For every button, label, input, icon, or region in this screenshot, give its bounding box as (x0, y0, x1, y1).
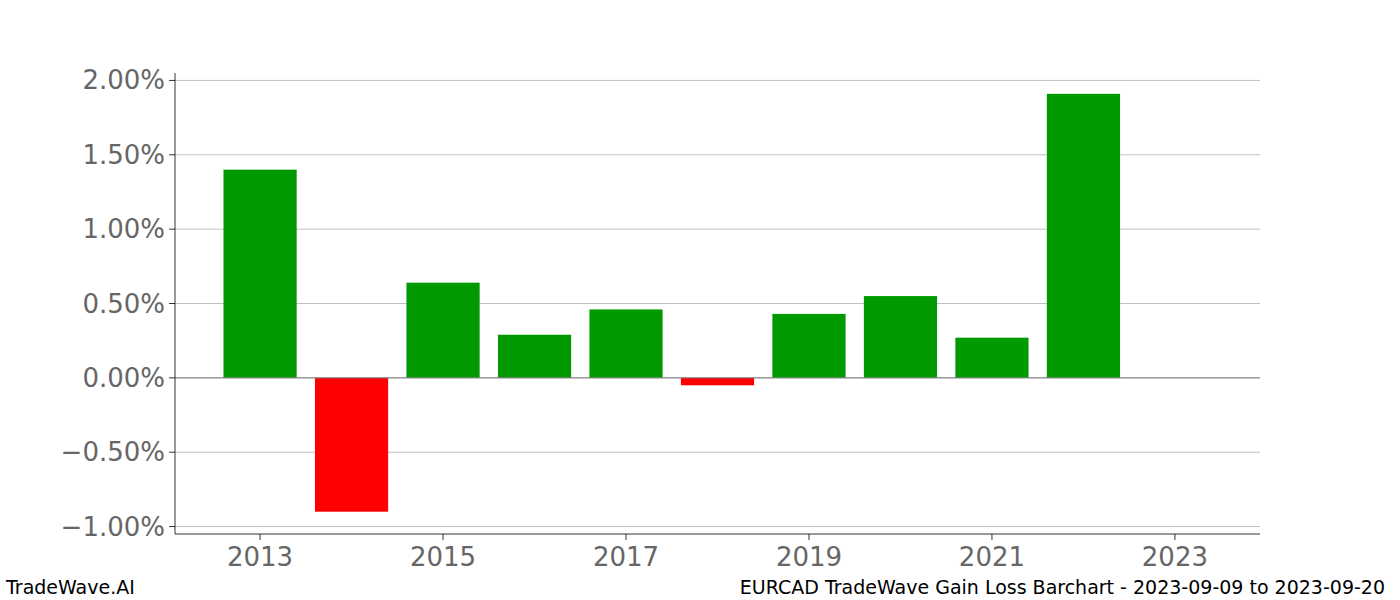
bar (681, 378, 754, 385)
y-axis (175, 73, 176, 534)
grid-line (175, 80, 1260, 81)
grid-line (175, 526, 1260, 527)
y-tick-label: 0.00% (82, 363, 165, 393)
credit: TradeWave.AI (5, 576, 135, 598)
y-tick-label: 1.50% (82, 140, 165, 170)
bar (772, 314, 845, 378)
tick-mark (169, 154, 175, 155)
x-tick-label: 2021 (959, 542, 1025, 572)
tick-mark (991, 534, 992, 540)
y-tick-label: −0.50% (61, 437, 165, 467)
x-tick-label: 2023 (1142, 542, 1208, 572)
tick-mark (169, 303, 175, 304)
tick-mark (169, 229, 175, 230)
x-axis (175, 534, 1260, 535)
title: EURCAD TradeWave Gain Loss Barchart - 20… (740, 576, 1385, 598)
bar (315, 378, 388, 512)
tick-mark (260, 534, 261, 540)
x-tick-label: 2013 (227, 542, 293, 572)
tick-mark (169, 377, 175, 378)
bar (589, 309, 662, 377)
y-tick-label: 2.00% (82, 65, 165, 95)
bar (498, 335, 571, 378)
chart: −1.00% −0.50% 0.00% 0.50% 1.00% 1.50% 2.00% 201… (0, 0, 1400, 600)
bar (223, 170, 296, 378)
tick-mark (626, 534, 627, 540)
tick-mark (169, 80, 175, 81)
grid-line (175, 377, 1260, 378)
y-tick-label: −1.00% (61, 512, 165, 542)
bars (223, 94, 1120, 512)
x-tick-label: 2019 (776, 542, 842, 572)
y-tick-label: 1.00% (82, 214, 165, 244)
x-tick-label: 2015 (410, 542, 476, 572)
tick-mark (169, 452, 175, 453)
bar (955, 338, 1028, 378)
tick-mark (443, 534, 444, 540)
tick-mark (808, 534, 809, 540)
tick-mark (1174, 534, 1175, 540)
x-tick-label: 2017 (593, 542, 659, 572)
y-tick-label: 0.50% (82, 289, 165, 319)
tick-mark (169, 526, 175, 527)
bar (1047, 94, 1120, 378)
bar (864, 296, 937, 378)
bar (406, 283, 479, 378)
zero-line (175, 377, 1260, 378)
